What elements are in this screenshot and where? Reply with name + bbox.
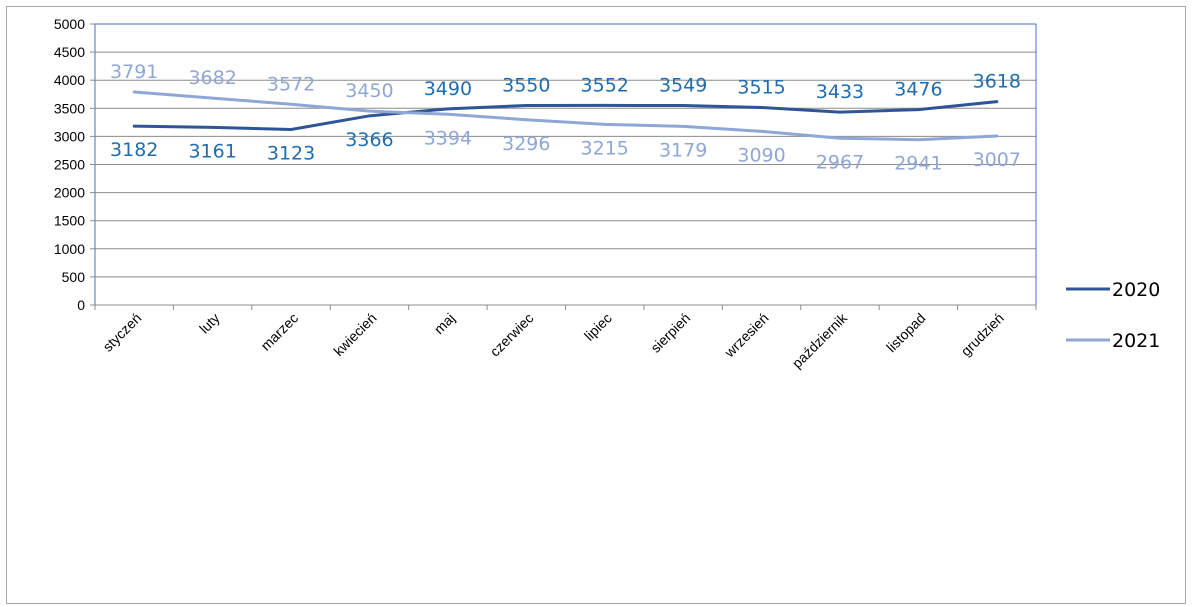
data-labels: 3182 3161 3123 3366 3490 3550 3552 3549 3515 3433… <box>110 61 1021 175</box>
x-tick-label: lipiec <box>581 310 615 344</box>
y-tick-label: 4000 <box>54 72 85 88</box>
data-label: 3572 <box>267 73 315 95</box>
x-tick-label: listopad <box>883 310 928 355</box>
legend: 2020 2021 <box>1066 279 1160 352</box>
data-label: 3549 <box>659 75 707 97</box>
data-label: 3618 <box>973 71 1021 93</box>
y-axis: 0 500 1000 1500 2000 2500 3000 3500 4000 4500 5000 <box>54 16 95 313</box>
data-label: 3123 <box>267 142 315 164</box>
data-label: 3552 <box>581 74 629 96</box>
x-tick-label: czerwiec <box>487 310 537 360</box>
x-tick-label: marzec <box>257 310 301 354</box>
data-label: 3791 <box>110 61 158 83</box>
x-tick-label: styczeń <box>99 310 144 355</box>
chart-frame: 0 500 1000 1500 2000 2500 3000 3500 4000 4500 5000… <box>6 6 1186 604</box>
legend-label: 2020 <box>1112 279 1160 301</box>
data-label: 3515 <box>737 76 785 98</box>
x-tick-label: wrzesień <box>721 310 772 361</box>
data-label: 3215 <box>581 137 629 159</box>
series-line-2021 <box>132 90 999 142</box>
x-tick-label: sierpień <box>647 310 693 356</box>
line-chart: 0 500 1000 1500 2000 2500 3000 3500 4000 4500 5000… <box>54 16 1161 371</box>
data-label: 3490 <box>424 78 472 100</box>
data-label: 3007 <box>973 149 1021 171</box>
x-tick-label: październik <box>789 309 851 371</box>
data-label: 3296 <box>502 133 550 155</box>
x-tick-label: grudzień <box>958 310 1007 359</box>
x-tick-label: maj <box>431 310 458 337</box>
data-label: 3450 <box>345 80 393 102</box>
x-tick-label: luty <box>196 310 223 337</box>
x-axis: styczeń luty marzec kwiecień maj czerwiec lipi… <box>94 304 1037 371</box>
data-label: 2967 <box>816 151 864 173</box>
data-label: 3394 <box>424 127 472 149</box>
legend-label: 2021 <box>1112 330 1160 352</box>
x-tick-label: kwiecień <box>330 310 379 359</box>
data-label: 3182 <box>110 139 158 161</box>
series-line-2020 <box>132 100 999 131</box>
data-label: 3433 <box>816 81 864 103</box>
series-lines <box>132 90 999 142</box>
y-tick-label: 1500 <box>54 213 85 229</box>
y-tick-label: 5000 <box>54 16 85 32</box>
y-tick-label: 4500 <box>54 44 85 60</box>
y-tick-label: 3000 <box>54 128 85 144</box>
data-label: 3090 <box>737 144 785 166</box>
y-tick-label: 500 <box>62 269 86 285</box>
y-tick-label: 3500 <box>54 100 85 116</box>
data-label: 3161 <box>188 140 236 162</box>
data-label: 3550 <box>502 74 550 96</box>
data-label: 2941 <box>894 153 942 175</box>
y-tick-label: 1000 <box>54 241 85 257</box>
data-label: 3682 <box>188 67 236 89</box>
y-tick-label: 0 <box>77 297 85 313</box>
data-label: 3476 <box>894 79 942 101</box>
y-tick-label: 2500 <box>54 157 85 173</box>
data-label: 3179 <box>659 139 707 161</box>
data-label: 3366 <box>345 129 393 151</box>
y-tick-label: 2000 <box>54 185 85 201</box>
